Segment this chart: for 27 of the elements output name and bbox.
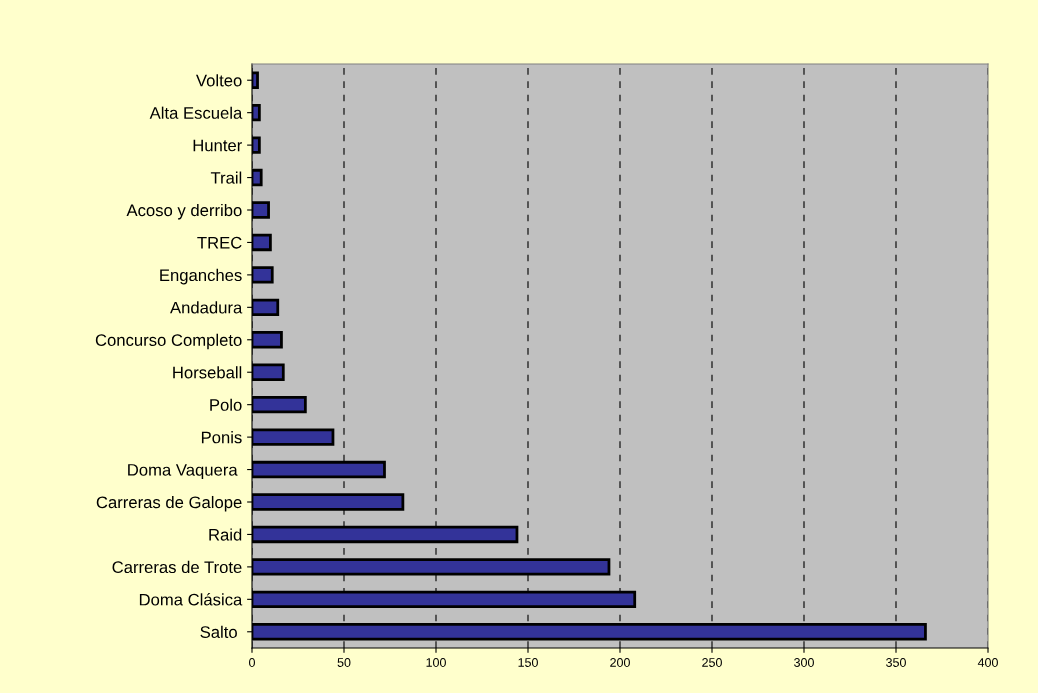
y-tick-label: Doma Vaquera	[128, 464, 238, 480]
y-tick-label: Carreras de Trote	[112, 560, 242, 574]
y-tick-label: Ponis	[201, 431, 242, 444]
y-tick-label: TREC	[197, 236, 242, 249]
y-tick-label: Concurso Completo	[95, 333, 242, 350]
x-tick-label: 150	[518, 658, 538, 667]
x-tick-label: 350	[886, 658, 906, 667]
y-tick-label: Enganches	[160, 268, 242, 285]
y-tick-label: Polo	[210, 398, 242, 411]
y-tick-label: Acoso y derribo	[126, 203, 242, 220]
y-tick-label: Doma Clásica	[139, 593, 243, 606]
x-tick-label: 100	[426, 658, 446, 667]
y-tick-label: Alta Escuela	[149, 106, 243, 119]
x-tick-label: 400	[977, 658, 998, 667]
x-tick-label: 200	[610, 658, 630, 667]
x-tick-label: 250	[702, 658, 722, 667]
y-tick-label: Carreras de Galope	[96, 495, 242, 512]
y-tick-label: Raid	[209, 528, 242, 541]
y-tick-label: Hunter	[193, 139, 242, 152]
y-tick-label: Volteo	[196, 74, 242, 87]
x-tick-label: 300	[794, 658, 814, 667]
y-tick-label: Andadura	[170, 301, 243, 314]
x-tick-label: 50	[337, 658, 351, 667]
x-tick-label: 0	[249, 658, 255, 667]
y-tick-label: Trail	[210, 171, 242, 184]
y-tick-label: Salto	[200, 625, 237, 638]
y-tick-label: Horseball	[173, 366, 242, 379]
